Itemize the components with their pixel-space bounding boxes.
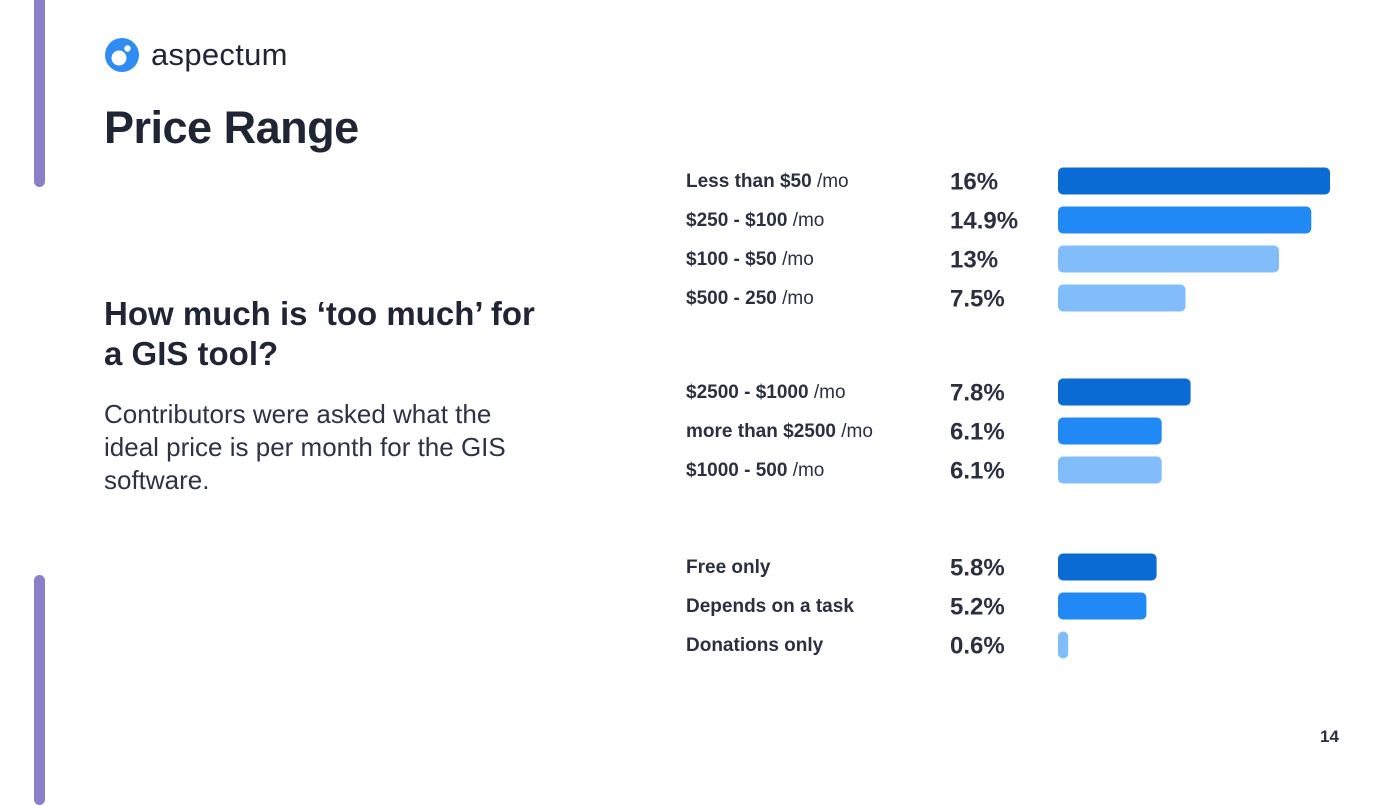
- category-label-suffix: /mo: [787, 210, 824, 231]
- accent-bar-bottom: [34, 575, 45, 805]
- value-label: 13%: [950, 247, 998, 274]
- category-label-suffix: /mo: [812, 171, 849, 192]
- category-label: $2500 - $1000 /mo: [686, 382, 846, 403]
- value-label: 14.9%: [950, 208, 1018, 235]
- category-label-suffix: /mo: [787, 460, 824, 481]
- category-label-suffix: /mo: [836, 421, 873, 442]
- category-label: Less than $50 /mo: [686, 171, 849, 192]
- category-label-main: Less than $50: [686, 171, 812, 192]
- category-label: $500 - 250 /mo: [686, 288, 814, 309]
- bar-0-0: [1058, 167, 1330, 195]
- category-label-main: Donations only: [686, 635, 824, 656]
- category-label: more than $2500 /mo: [686, 421, 873, 442]
- category-label: $100 - $50 /mo: [686, 249, 814, 270]
- category-label: Depends on a task: [686, 596, 854, 617]
- bar-0-2: [1058, 245, 1279, 273]
- category-label-main: $1000 - 500: [686, 460, 787, 481]
- category-label-main: $250 - $100: [686, 210, 787, 231]
- bar-2-1: [1058, 592, 1147, 620]
- category-label-suffix: /mo: [777, 249, 814, 270]
- category-label-main: more than $2500: [686, 421, 836, 442]
- value-label: 5.2%: [950, 594, 1005, 621]
- bar-1-1: [1058, 417, 1162, 445]
- category-label-suffix: /mo: [777, 288, 814, 309]
- page-number: 14: [1320, 727, 1339, 746]
- value-label: 7.8%: [950, 380, 1005, 407]
- value-label: 6.1%: [950, 458, 1005, 485]
- aspectum-logo-icon: [105, 38, 139, 72]
- accent-bar-top: [34, 0, 45, 187]
- bar-2-2: [1058, 631, 1069, 659]
- bar-1-2: [1058, 456, 1162, 484]
- bar-0-3: [1058, 284, 1186, 312]
- brand-name: aspectum: [151, 37, 288, 72]
- category-label: $250 - $100 /mo: [686, 210, 824, 231]
- page-title: Price Range: [104, 102, 359, 153]
- price-range-chart: Less than $50 /mo 16% $250 - $100 /mo 14.9%…: [686, 167, 1330, 660]
- bar-1-0: [1058, 378, 1191, 406]
- category-label-main: $100 - $50: [686, 249, 777, 270]
- value-label: 7.5%: [950, 286, 1005, 313]
- bar-2-0: [1058, 553, 1157, 581]
- description-text: Contributors were asked what the ideal p…: [104, 399, 506, 495]
- bar-0-1: [1058, 206, 1312, 234]
- brand: aspectum: [103, 36, 288, 74]
- category-label-suffix: /mo: [809, 382, 846, 403]
- value-label: 0.6%: [950, 633, 1005, 660]
- category-label: $1000 - 500 /mo: [686, 460, 824, 481]
- category-label-main: $2500 - $1000: [686, 382, 809, 403]
- category-label: Free only: [686, 557, 771, 578]
- value-label: 5.8%: [950, 555, 1005, 582]
- category-label-main: Free only: [686, 557, 771, 578]
- value-label: 6.1%: [950, 419, 1005, 446]
- category-label: Donations only: [686, 635, 824, 656]
- value-label: 16%: [950, 169, 998, 196]
- category-label-main: $500 - 250: [686, 288, 777, 309]
- category-label-main: Depends on a task: [686, 596, 854, 617]
- question-heading: How much is ‘too much’ for a GIS tool?: [104, 295, 535, 372]
